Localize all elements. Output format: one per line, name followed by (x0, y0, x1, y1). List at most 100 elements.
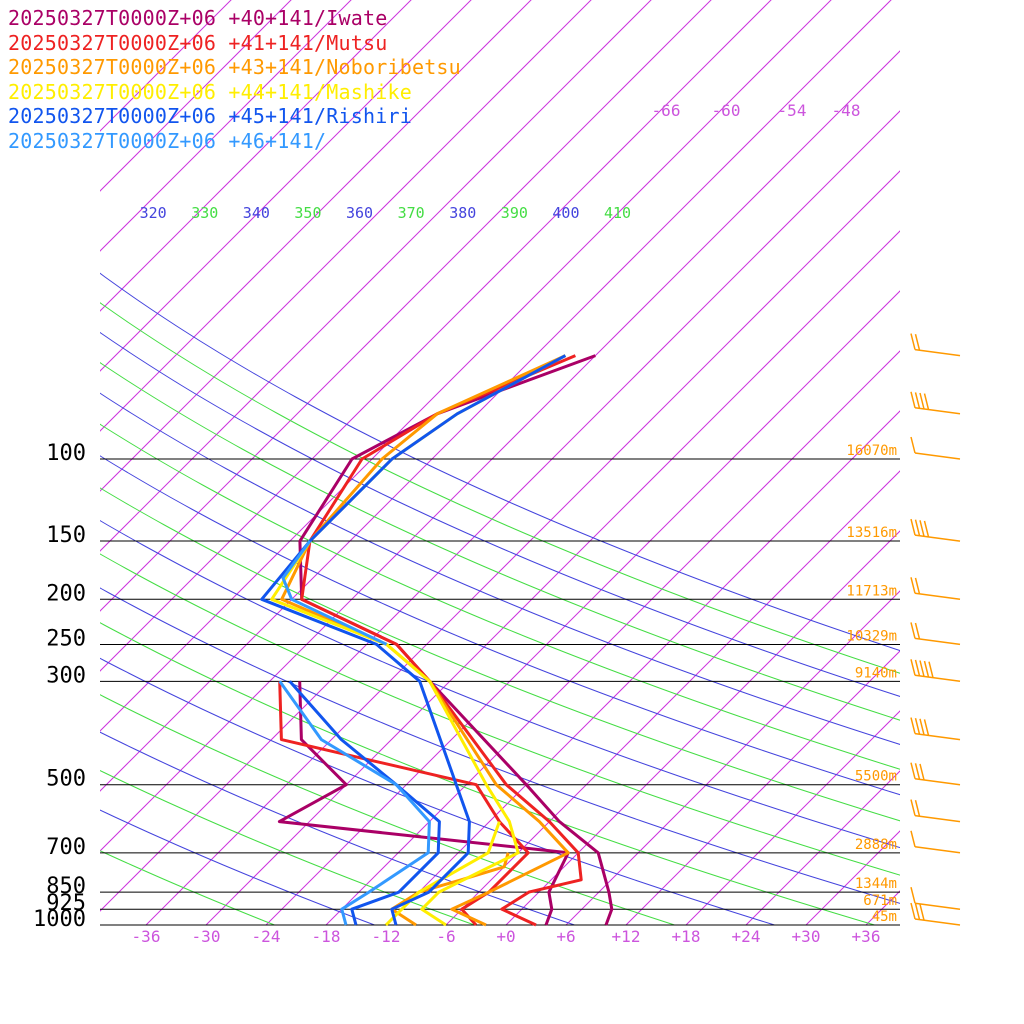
pressure-label: 100 (46, 441, 86, 466)
wind-barb (910, 887, 961, 910)
wind-barb-feather (914, 577, 921, 595)
dewpoint-line-4 (288, 680, 441, 926)
height-label: 10329m (846, 628, 897, 644)
height-label: 2888m (855, 837, 897, 853)
isotherm-line (100, 50, 900, 852)
wind-barb-feather (919, 660, 925, 677)
wind-barb-feather (914, 519, 921, 536)
height-label: 1344m (855, 876, 897, 892)
theta-label: 410 (604, 204, 631, 222)
temperature-tick-labels: -36 -30 -24 -18 -12 -6 +0 +6 +12 +18 +24 +30 +36 (132, 927, 881, 946)
isotherm-line (325, 350, 900, 925)
pressure-label: 500 (46, 767, 86, 792)
wind-barb-shaft (914, 348, 961, 357)
isotherm-line (100, 0, 892, 792)
dry-adiabat-line (100, 455, 900, 796)
height-label: 11713m (846, 583, 897, 599)
wind-barb-feather (914, 718, 921, 735)
upper-temp-label: -60 (712, 101, 741, 120)
temperature-line-4 (260, 354, 567, 926)
isotherm-line (385, 410, 900, 925)
isotherm-line (986, 0, 1024, 925)
wind-barb-feather (919, 718, 925, 735)
dry-adiabat-line (100, 392, 900, 745)
wind-barb-feather (910, 518, 916, 536)
legend-entry-mashike: 20250327T0000Z+06 +44+141/Mashike (8, 79, 412, 104)
dry-adiabat-line (100, 362, 900, 721)
temperature-tick-label: -30 (192, 927, 221, 946)
wind-barb (910, 799, 961, 823)
temperature-tick-label: -12 (372, 927, 401, 946)
wind-barb (910, 659, 961, 683)
wind-barb-feather (910, 762, 916, 779)
wind-barb-shaft (914, 534, 961, 542)
wind-barb-feather (919, 904, 925, 921)
dry-adiabat-line (100, 487, 900, 822)
isotherm-line (100, 0, 712, 612)
theta-labels: 320 330 340 350 360 370 380 390 400 410 (140, 204, 631, 222)
wind-barb-feather (914, 334, 921, 351)
temperature-line-5 (281, 540, 388, 646)
theta-label: 350 (294, 204, 321, 222)
pressure-label: 300 (46, 663, 86, 688)
wind-barb (910, 762, 961, 786)
wind-barb-feather (910, 902, 916, 920)
dry-adiabat-line (100, 731, 575, 925)
wind-barb-feather (928, 661, 934, 678)
temperature-tick-label: -6 (436, 927, 455, 946)
pressure-label: 250 (46, 626, 86, 651)
dry-adiabat-line (100, 587, 900, 904)
isotherm-line (805, 830, 900, 925)
wind-barb-feather (914, 622, 921, 640)
pressure-label: 925 (46, 891, 86, 916)
isotherm-line (100, 0, 832, 732)
legend: 20250327T0000Z+06 +40+141/Iwate 20250327… (8, 6, 461, 153)
isotherm-line (205, 230, 900, 925)
isotherm-line (265, 290, 900, 925)
isotherm-line (100, 0, 532, 432)
legend-entry-iwate: 20250327T0000Z+06 +40+141/Iwate (8, 6, 388, 30)
dry-adiabat-line (100, 769, 475, 925)
height-label: 5500m (855, 769, 897, 785)
isotherm-line (100, 0, 652, 552)
isotherm-line (100, 0, 592, 492)
wind-barb-feather (914, 763, 921, 780)
wind-barb (910, 577, 961, 601)
wind-barb-feather (910, 436, 916, 454)
temperature-line-1 (300, 354, 583, 927)
dry-adiabat-line (100, 272, 900, 652)
pressure-label: 150 (46, 523, 86, 548)
dry-adiabat-line (100, 553, 900, 876)
wind-barb-shaft (914, 452, 961, 460)
temperature-tick-label: -36 (132, 927, 161, 946)
wind-barb (910, 830, 961, 854)
wind-barb (910, 518, 961, 542)
wind-barb-feather (923, 520, 930, 538)
wind-barb-feather (919, 520, 925, 537)
theta-label: 330 (191, 204, 218, 222)
wind-barb-feather (910, 717, 916, 734)
pressure-lines (100, 458, 900, 926)
dry-adiabat-line (100, 850, 275, 925)
temperature-tick-label: +24 (732, 927, 761, 946)
isotherm-line (505, 530, 900, 925)
temperature-tick-label: +6 (556, 927, 575, 946)
theta-label: 370 (398, 204, 425, 222)
dry-adiabat-lines (100, 272, 900, 925)
isotherm-line (145, 170, 900, 925)
temperature-tick-label: +36 (852, 927, 881, 946)
pressure-label: 200 (46, 581, 86, 606)
wind-barb-shaft (914, 637, 961, 646)
legend-entry-46n: 20250327T0000Z+06 +46+141/ (8, 128, 327, 153)
theta-label: 360 (346, 204, 373, 222)
upper-temp-labels: -66 -60 -54 -48 (652, 101, 861, 120)
wind-barb-feather (910, 622, 916, 639)
dry-adiabat-line (100, 331, 900, 697)
wind-barb-shaft (914, 592, 961, 601)
isotherm-line (445, 470, 900, 925)
wind-barb (910, 333, 961, 357)
isotherm-line (100, 0, 412, 312)
height-labels: 16070m 13516m 11713m 10329m 9140m 5500m 2888m 1… (846, 443, 897, 925)
